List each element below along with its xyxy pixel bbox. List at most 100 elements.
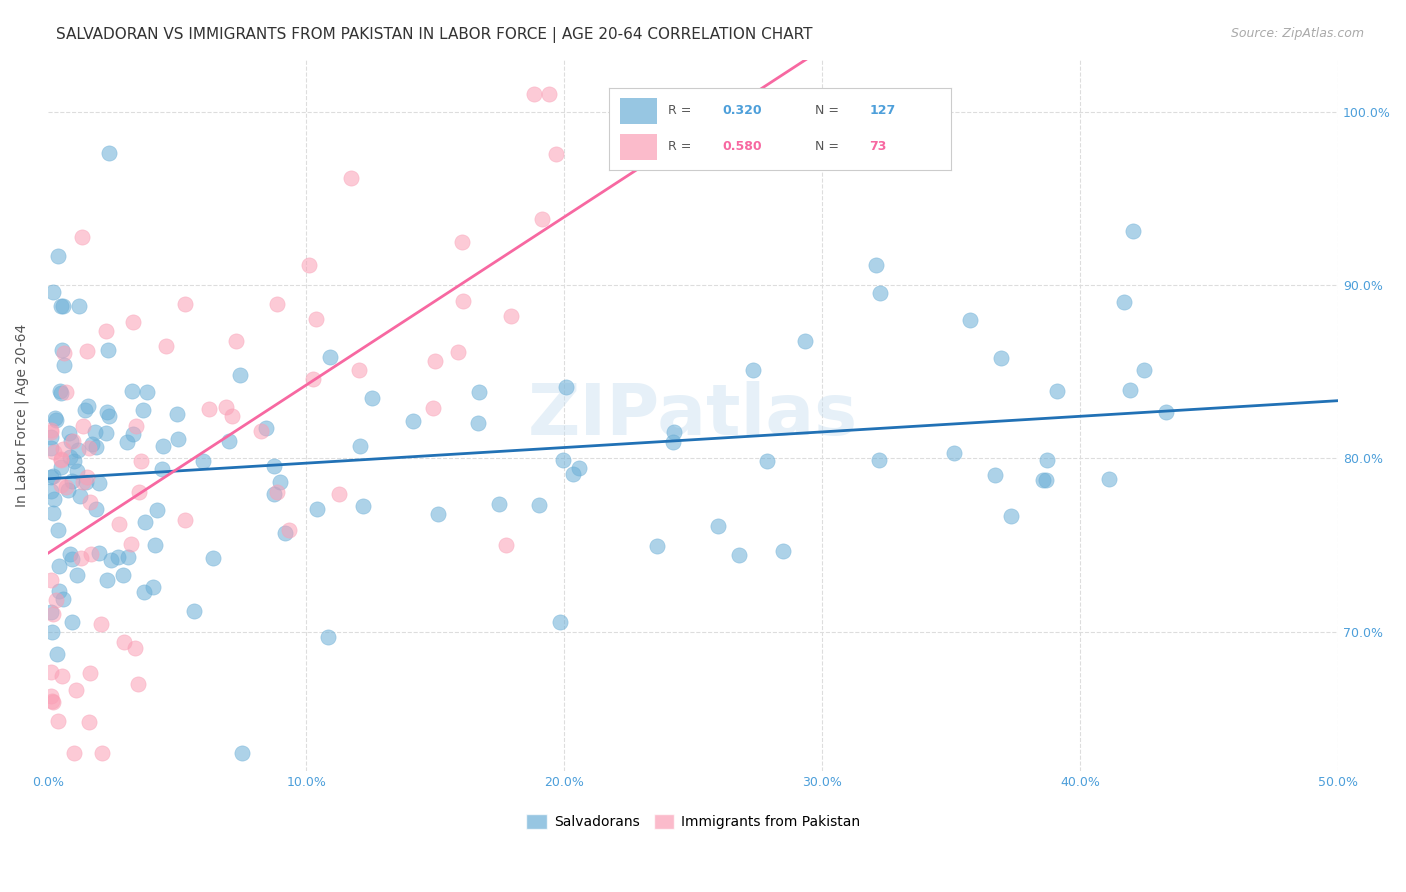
Point bbox=[150, 462, 173, 476]
Point bbox=[316, 630, 339, 644]
Point bbox=[1098, 472, 1121, 486]
Point bbox=[60, 474, 83, 488]
Point bbox=[352, 499, 374, 513]
Point bbox=[127, 677, 149, 691]
Point bbox=[52, 591, 75, 606]
Point bbox=[51, 386, 73, 401]
Point bbox=[225, 334, 247, 348]
Point bbox=[568, 461, 591, 475]
Point bbox=[990, 351, 1012, 366]
Text: SALVADORAN VS IMMIGRANTS FROM PAKISTAN IN LABOR FORCE | AGE 20-64 CORRELATION CH: SALVADORAN VS IMMIGRANTS FROM PAKISTAN I… bbox=[56, 27, 813, 43]
Point bbox=[328, 487, 350, 501]
Point bbox=[1133, 363, 1156, 377]
Point bbox=[173, 513, 195, 527]
Point bbox=[450, 235, 472, 250]
Point bbox=[132, 585, 155, 599]
Point bbox=[39, 573, 62, 587]
Point bbox=[250, 424, 273, 438]
Point bbox=[254, 421, 277, 435]
Point bbox=[51, 669, 73, 683]
Point bbox=[96, 573, 118, 587]
Point bbox=[305, 312, 328, 326]
Point bbox=[426, 507, 449, 521]
Point bbox=[52, 442, 75, 456]
Point bbox=[215, 400, 238, 414]
Point bbox=[41, 285, 63, 299]
Point bbox=[79, 495, 101, 509]
Point bbox=[42, 444, 65, 458]
Point bbox=[46, 524, 69, 538]
Point bbox=[263, 487, 285, 501]
Point bbox=[76, 400, 98, 414]
Point bbox=[1036, 453, 1059, 467]
Point bbox=[60, 552, 83, 566]
Point bbox=[51, 299, 73, 313]
Point bbox=[298, 258, 321, 272]
Point bbox=[122, 427, 145, 442]
Point bbox=[89, 546, 111, 560]
Point bbox=[117, 434, 139, 449]
Point bbox=[69, 489, 91, 503]
Point bbox=[146, 503, 169, 517]
Point bbox=[155, 338, 177, 352]
Point bbox=[55, 480, 77, 494]
Point bbox=[82, 437, 104, 451]
Point bbox=[111, 567, 134, 582]
Point bbox=[197, 402, 219, 417]
Point bbox=[87, 475, 110, 490]
Point bbox=[94, 324, 117, 338]
Point bbox=[218, 434, 240, 449]
Point bbox=[531, 211, 554, 226]
Point bbox=[301, 372, 323, 386]
Point bbox=[447, 345, 470, 359]
Point bbox=[706, 519, 728, 533]
Point bbox=[49, 451, 72, 466]
Point bbox=[65, 682, 87, 697]
Point bbox=[423, 354, 446, 368]
Point bbox=[77, 441, 100, 455]
Point bbox=[76, 470, 98, 484]
Point bbox=[42, 607, 65, 621]
Point bbox=[94, 426, 117, 441]
Text: ZIPatlas: ZIPatlas bbox=[529, 381, 858, 450]
Point bbox=[39, 424, 62, 438]
Point bbox=[76, 343, 98, 358]
Point bbox=[46, 249, 69, 263]
Point bbox=[942, 446, 965, 460]
Point bbox=[134, 515, 156, 529]
Point bbox=[869, 285, 891, 300]
Point bbox=[117, 549, 139, 564]
Point bbox=[75, 475, 97, 490]
Point bbox=[49, 478, 72, 492]
Point bbox=[39, 665, 62, 679]
Point bbox=[41, 625, 63, 640]
Point bbox=[278, 523, 301, 537]
Point bbox=[1000, 508, 1022, 523]
Point bbox=[562, 467, 585, 482]
Point bbox=[83, 425, 105, 439]
Point bbox=[45, 413, 67, 427]
Point bbox=[1119, 384, 1142, 398]
Point bbox=[45, 647, 67, 661]
Point bbox=[98, 409, 121, 423]
Point bbox=[45, 593, 67, 607]
Point bbox=[42, 507, 65, 521]
Point bbox=[84, 440, 107, 454]
Point bbox=[756, 454, 779, 468]
Point bbox=[128, 485, 150, 500]
Point bbox=[167, 432, 190, 446]
Point bbox=[70, 230, 93, 244]
Point bbox=[499, 309, 522, 323]
Point bbox=[59, 434, 82, 449]
Point bbox=[129, 454, 152, 468]
Point bbox=[44, 491, 66, 506]
Point bbox=[467, 416, 489, 430]
Point bbox=[488, 497, 510, 511]
Point bbox=[984, 467, 1007, 482]
Point bbox=[62, 434, 84, 448]
Point bbox=[62, 454, 84, 468]
Point bbox=[80, 548, 103, 562]
Point bbox=[73, 402, 96, 417]
Point bbox=[39, 484, 62, 499]
Point bbox=[662, 434, 685, 449]
